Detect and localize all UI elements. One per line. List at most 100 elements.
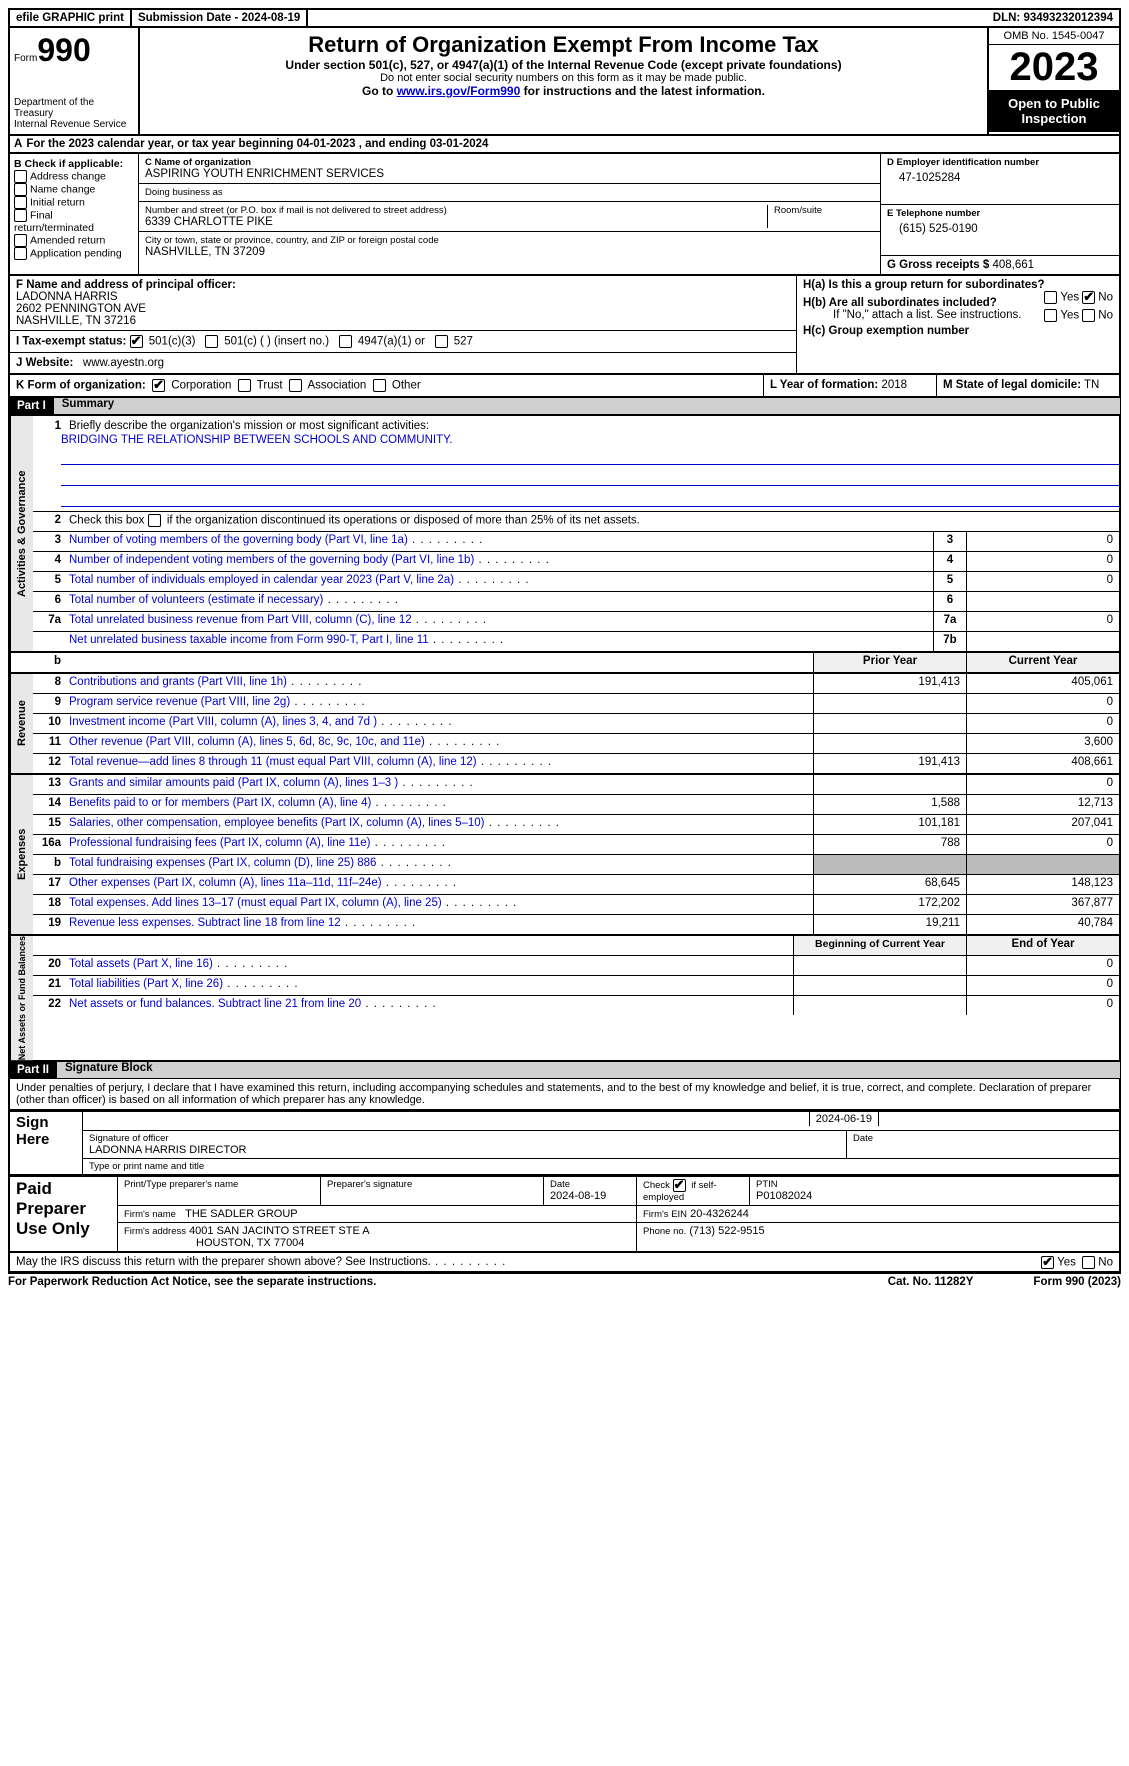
- summary-section2: Revenue 8Contributions and grants (Part …: [8, 674, 1121, 775]
- col-c: C Name of organizationASPIRING YOUTH ENR…: [139, 154, 880, 274]
- checkbox-selfemp[interactable]: [673, 1179, 686, 1192]
- checkbox-discontinued[interactable]: [148, 514, 161, 527]
- summary-line: 10Investment income (Part VIII, column (…: [33, 714, 1119, 734]
- i-label: I Tax-exempt status:: [16, 336, 126, 348]
- summary-line: 19Revenue less expenses. Subtract line 1…: [33, 915, 1119, 934]
- summary-line: 13Grants and similar amounts paid (Part …: [33, 775, 1119, 795]
- checkbox-pending[interactable]: [14, 247, 27, 260]
- prep-name-label: Print/Type preparer's name: [124, 1179, 314, 1190]
- d-label: D Employer identification number: [887, 157, 1113, 168]
- summary-line: 7aTotal unrelated business revenue from …: [33, 612, 1119, 632]
- c-room-label: Room/suite: [774, 205, 874, 216]
- checkbox-hb-yes[interactable]: [1044, 309, 1057, 322]
- part2-label: Part II: [9, 1062, 57, 1078]
- checkbox-501c[interactable]: [205, 335, 218, 348]
- summary-line: 14Benefits paid to or for members (Part …: [33, 795, 1119, 815]
- section-a: AFor the 2023 calendar year, or tax year…: [8, 136, 1121, 154]
- checkbox-ha-no[interactable]: [1082, 291, 1095, 304]
- prep-sig-label: Preparer's signature: [327, 1179, 537, 1190]
- g-label: G Gross receipts $: [887, 259, 989, 271]
- checkbox-527[interactable]: [435, 335, 448, 348]
- vlabel-netassets: Net Assets or Fund Balances: [10, 936, 33, 1060]
- col-b: B Check if applicable: Address change Na…: [10, 154, 139, 274]
- checkbox-initial[interactable]: [14, 196, 27, 209]
- perjury-text: Under penalties of perjury, I declare th…: [8, 1079, 1121, 1111]
- eoy-hdr: End of Year: [966, 936, 1119, 955]
- top-bar: efile GRAPHIC print Submission Date - 20…: [8, 8, 1121, 28]
- c-dba-label: Doing business as: [145, 187, 874, 198]
- f-name: LADONNA HARRIS: [16, 291, 118, 303]
- checkbox-final[interactable]: [14, 209, 27, 222]
- checkbox-corp[interactable]: [152, 379, 165, 392]
- cat-no: Cat. No. 11282Y: [888, 1276, 974, 1288]
- summary-line: bTotal fundraising expenses (Part IX, co…: [33, 855, 1119, 875]
- checkbox-other[interactable]: [373, 379, 386, 392]
- prep-date-label: Date: [550, 1179, 630, 1190]
- summary-line: 15Salaries, other compensation, employee…: [33, 815, 1119, 835]
- summary-line: 22Net assets or fund balances. Subtract …: [33, 996, 1119, 1015]
- mission-text: BRIDGING THE RELATIONSHIP BETWEEN SCHOOL…: [33, 434, 1119, 446]
- submission-date: Submission Date - 2024-08-19: [132, 10, 308, 26]
- sig-date-label: Date: [853, 1133, 1113, 1144]
- ein-label: Firm's EIN: [643, 1209, 687, 1220]
- b-item: Application pending: [14, 247, 134, 260]
- checkbox-name[interactable]: [14, 183, 27, 196]
- checkbox-amended[interactable]: [14, 234, 27, 247]
- col-d: D Employer identification number47-10252…: [880, 154, 1119, 274]
- hc-label: H(c) Group exemption number: [803, 325, 969, 337]
- k-label: K Form of organization:: [16, 380, 146, 392]
- j-val: www.ayestn.org: [83, 357, 164, 369]
- form-header: Form990 Department of the Treasury Inter…: [8, 28, 1121, 136]
- hb-label: H(b) Are all subordinates included?: [803, 297, 997, 309]
- j-label: J Website:: [16, 357, 73, 369]
- checkbox-trust[interactable]: [238, 379, 251, 392]
- dept: Department of the Treasury: [14, 97, 134, 119]
- d-val: 47-1025284: [887, 168, 1113, 184]
- summary-line: 8Contributions and grants (Part VIII, li…: [33, 674, 1119, 694]
- sig-name-label: Type or print name and title: [83, 1158, 1119, 1174]
- f-l2: 2602 PENNINGTON AVE: [16, 303, 146, 315]
- sub2: Do not enter social security numbers on …: [148, 72, 979, 84]
- c-name-label: C Name of organization: [145, 157, 874, 168]
- checkbox-address[interactable]: [14, 170, 27, 183]
- firm-val: THE SADLER GROUP: [185, 1208, 297, 1220]
- summary-section1: Activities & Governance 1Briefly describ…: [8, 415, 1121, 653]
- sub3-pre: Go to: [362, 84, 397, 98]
- checkbox-hb-no[interactable]: [1082, 309, 1095, 322]
- checkbox-discuss-no[interactable]: [1082, 1256, 1095, 1269]
- curr-year-hdr: Current Year: [966, 653, 1119, 672]
- checkbox-discuss-yes[interactable]: [1041, 1256, 1054, 1269]
- summary-line: 9Program service revenue (Part VIII, lin…: [33, 694, 1119, 714]
- summary-header4: Net Assets or Fund Balances Beginning of…: [8, 936, 1121, 1062]
- l-label: L Year of formation:: [770, 379, 878, 391]
- a-label: A: [14, 138, 22, 150]
- boy-hdr: Beginning of Current Year: [793, 936, 966, 955]
- summary-header2: bPrior YearCurrent Year: [8, 653, 1121, 674]
- form-number: 990: [37, 32, 90, 68]
- vlabel-activities: Activities & Governance: [10, 416, 33, 651]
- sign-date-top: 2024-06-19: [809, 1111, 879, 1126]
- ptin-label: PTIN: [756, 1179, 1113, 1190]
- ha-label: H(a) Is this a group return for subordin…: [803, 279, 1045, 291]
- sig-officer-name: LADONNA HARRIS DIRECTOR: [89, 1144, 840, 1156]
- m-label: M State of legal domicile:: [943, 379, 1081, 391]
- dln: DLN: 93493232012394: [987, 10, 1119, 26]
- b-item: Initial return: [14, 196, 134, 209]
- part2-title: Signature Block: [57, 1062, 153, 1078]
- checkbox-assoc[interactable]: [289, 379, 302, 392]
- summary-line: Net unrelated business taxable income fr…: [33, 632, 1119, 651]
- c-city-label: City or town, state or province, country…: [145, 235, 874, 246]
- m-val: TN: [1084, 379, 1099, 391]
- addr-val2: HOUSTON, TX 77004: [124, 1237, 304, 1249]
- irs-link[interactable]: www.irs.gov/Form990: [397, 84, 521, 98]
- omb: OMB No. 1545-0047: [989, 28, 1119, 45]
- summary-line: 21Total liabilities (Part X, line 26)0: [33, 976, 1119, 996]
- summary-line: 18Total expenses. Add lines 13–17 (must …: [33, 895, 1119, 915]
- b-item: Address change: [14, 170, 134, 183]
- part1-header: Part I Summary: [8, 398, 1121, 415]
- checkbox-4947[interactable]: [339, 335, 352, 348]
- c-addr-label: Number and street (or P.O. box if mail i…: [145, 205, 761, 216]
- checkbox-501c3[interactable]: [130, 335, 143, 348]
- checkbox-ha-yes[interactable]: [1044, 291, 1057, 304]
- b-item: Final return/terminated: [14, 209, 134, 234]
